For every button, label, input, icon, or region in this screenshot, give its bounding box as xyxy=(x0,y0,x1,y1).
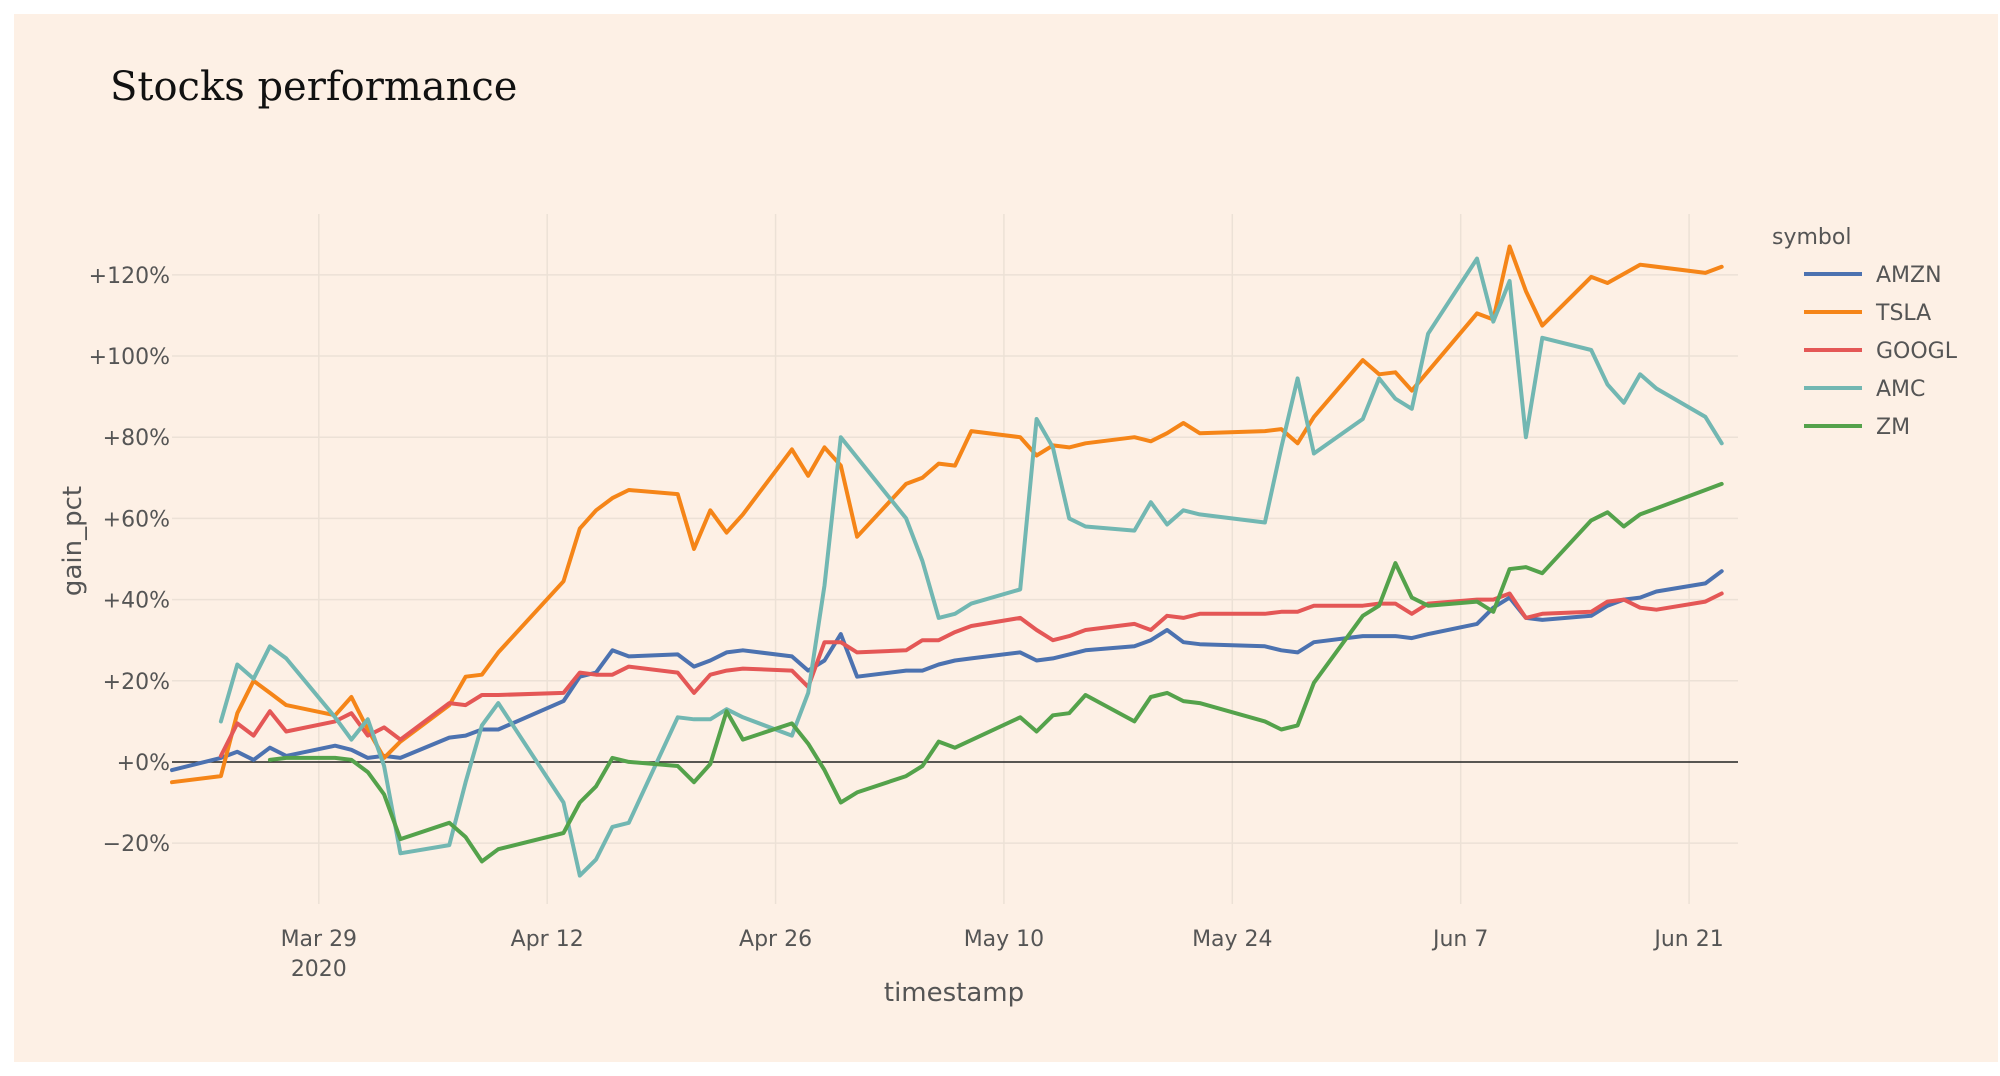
y-tick-label: +40% xyxy=(103,589,170,614)
x-tick-label: Apr 12 xyxy=(511,927,584,952)
legend-label-amc: AMC xyxy=(1876,377,1925,402)
x-tick-label: May 24 xyxy=(1192,927,1272,952)
x-tick-label: Jun 7 xyxy=(1431,927,1488,952)
series-line-tsla xyxy=(170,244,1724,785)
series-line-amzn xyxy=(170,569,1724,773)
legend-label-tsla: TSLA xyxy=(1875,301,1931,326)
y-tick-label: +120% xyxy=(89,264,170,289)
series-line-amc xyxy=(218,256,1724,878)
y-tick-label: −20% xyxy=(103,832,170,857)
chart-figure: Stocks performance Mar 29 2020 Apr 12 Apr 2… xyxy=(14,14,1998,1062)
axis-ticks: Mar 29 2020 Apr 12 Apr 26 May 10 May 24 Jun 7 J… xyxy=(89,264,1724,982)
series-line-googl xyxy=(218,591,1724,758)
x-tick-label: Jun 21 xyxy=(1652,927,1723,952)
legend-label-googl: GOOGL xyxy=(1876,339,1958,364)
x-tick-label: Apr 26 xyxy=(739,927,812,952)
series-lines xyxy=(170,244,1724,878)
x-axis-title: timestamp xyxy=(884,978,1024,1008)
y-tick-label: +100% xyxy=(89,345,170,370)
grid xyxy=(172,214,1738,904)
x-tick-label: May 10 xyxy=(964,927,1044,952)
y-tick-label: +20% xyxy=(103,670,170,695)
series-line-zm xyxy=(267,481,1724,864)
y-tick-label: +0% xyxy=(117,751,170,776)
x-tick-sublabel: 2020 xyxy=(291,957,347,982)
y-tick-label: +80% xyxy=(103,426,170,451)
chart-title: Stocks performance xyxy=(110,64,517,110)
legend-label-zm: ZM xyxy=(1876,415,1910,440)
legend-title: symbol xyxy=(1772,225,1851,250)
line-chart: Stocks performance Mar 29 2020 Apr 12 Apr 2… xyxy=(58,64,1958,1008)
x-tick-label: Mar 29 xyxy=(281,927,358,952)
y-axis-title: gain_pct xyxy=(58,486,88,596)
legend: symbol AMZN TSLA GOOGL AMC ZM xyxy=(1772,225,1958,440)
y-tick-label: +60% xyxy=(103,507,170,532)
legend-label-amzn: AMZN xyxy=(1876,263,1942,288)
